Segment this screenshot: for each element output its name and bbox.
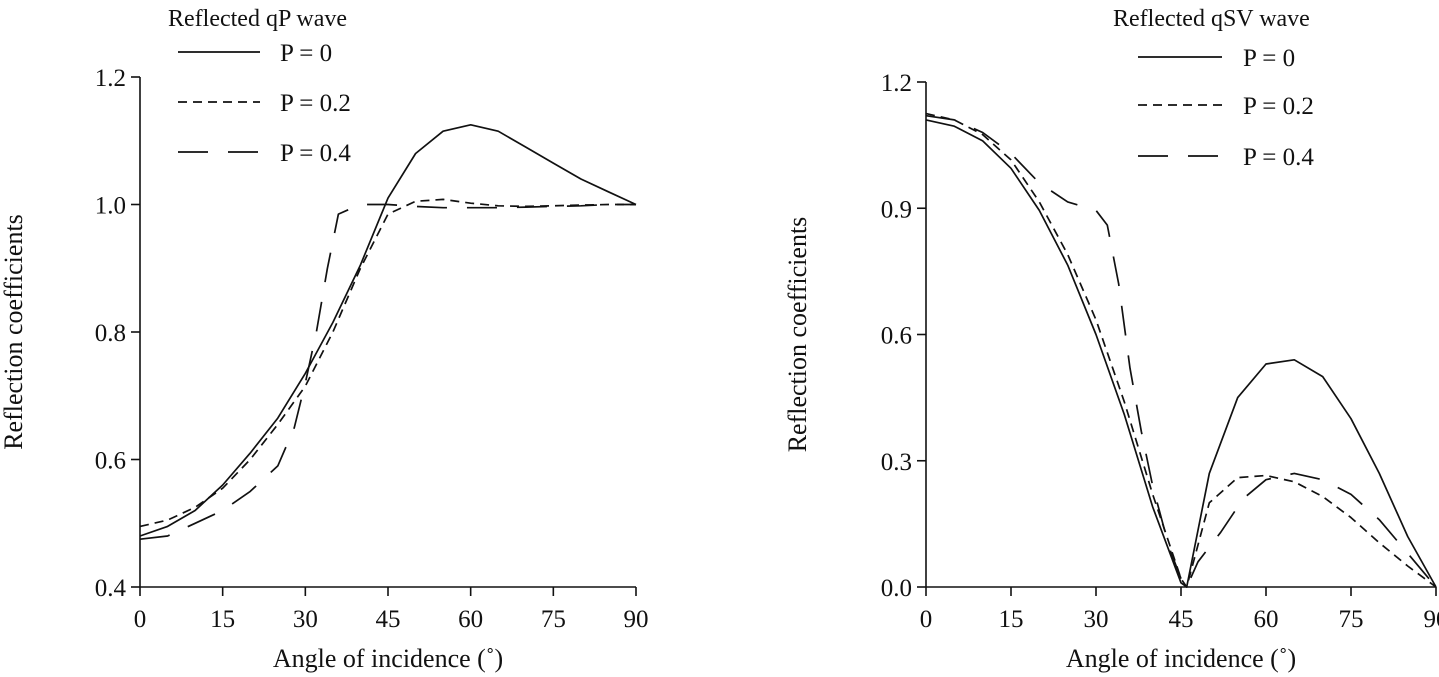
- qsv-x-axis-label: Angle of incidence (˚): [1066, 644, 1296, 673]
- qsv-y-tick-label: 0.9: [881, 196, 912, 223]
- qp-x-tick-label: 30: [293, 606, 318, 633]
- qp-legend-label-p-0: P = 0: [280, 40, 332, 67]
- qsv-x-tick-label: 90: [1424, 606, 1439, 633]
- qsv-y-tick-label: 0.0: [881, 575, 912, 602]
- qp-x-tick-label: 45: [376, 606, 401, 633]
- qp-series-p-0: [139, 123, 637, 537]
- qp-legend-title: Reflected qP wave: [168, 6, 347, 32]
- qsv-x-tick-label: 30: [1084, 606, 1109, 633]
- qp-y-tick-label: 0.4: [95, 575, 127, 602]
- qsv-y-tick-label: 1.2: [881, 70, 912, 97]
- qp-y-tick-label: 1.2: [95, 65, 126, 92]
- qp-x-tick-label: 60: [458, 606, 483, 633]
- qp-series-p-0-2: [139, 198, 636, 528]
- qp-y-tick-label: 0.6: [95, 448, 126, 475]
- qsv-series-p-0-4: [925, 114, 1437, 588]
- qsv-x-tick-label: 15: [999, 606, 1024, 633]
- qsv-x-tick-label: 75: [1339, 606, 1364, 633]
- qp-series-p-0-4: [139, 203, 636, 541]
- qp-x-axis-label: Angle of incidence (˚): [273, 644, 503, 673]
- qsv-legend-title: Reflected qSV wave: [1113, 6, 1310, 32]
- qp-legend-label-p-0-4: P = 0.4: [280, 140, 351, 167]
- qsv-series-p-0-2: [925, 112, 1437, 588]
- qsv-legend-label-p-0-2: P = 0.2: [1243, 93, 1314, 120]
- qsv-x-tick-label: 60: [1254, 606, 1279, 633]
- qp-x-tick-label: 0: [134, 606, 147, 633]
- qsv-wave-panel: 0.0 0.3 0.6 0.9 1.2 0 15 30 45 60 75 90 Angle of inc…: [783, 6, 1439, 673]
- qsv-x-tick-label: 0: [920, 606, 933, 633]
- qp-y-axis-label: Reflection coefficients: [0, 214, 28, 450]
- qp-x-tick-label: 75: [541, 606, 566, 633]
- qsv-series-p-0: [925, 119, 1437, 588]
- qp-x-tick-label: 15: [210, 606, 235, 633]
- qp-x-tick-label: 90: [624, 606, 649, 633]
- qsv-legend-label-p-0-4: P = 0.4: [1243, 144, 1314, 171]
- qp-y-tick-label: 1.0: [95, 193, 126, 220]
- qsv-y-axis-label: Reflection coefficients: [783, 217, 812, 453]
- qsv-y-tick-label: 0.3: [881, 449, 912, 476]
- qsv-y-tick-label: 0.6: [881, 323, 912, 350]
- qp-legend-label-p-0-2: P = 0.2: [280, 90, 351, 117]
- qp-wave-panel: 0.4 0.6 0.8 1.0 1.2 0 15 30 45 60 75 90 Angle of inc…: [0, 6, 649, 673]
- qsv-legend-label-p-0: P = 0: [1243, 45, 1295, 72]
- qp-y-tick-label: 0.8: [95, 320, 126, 347]
- qsv-x-tick-label: 45: [1169, 606, 1194, 633]
